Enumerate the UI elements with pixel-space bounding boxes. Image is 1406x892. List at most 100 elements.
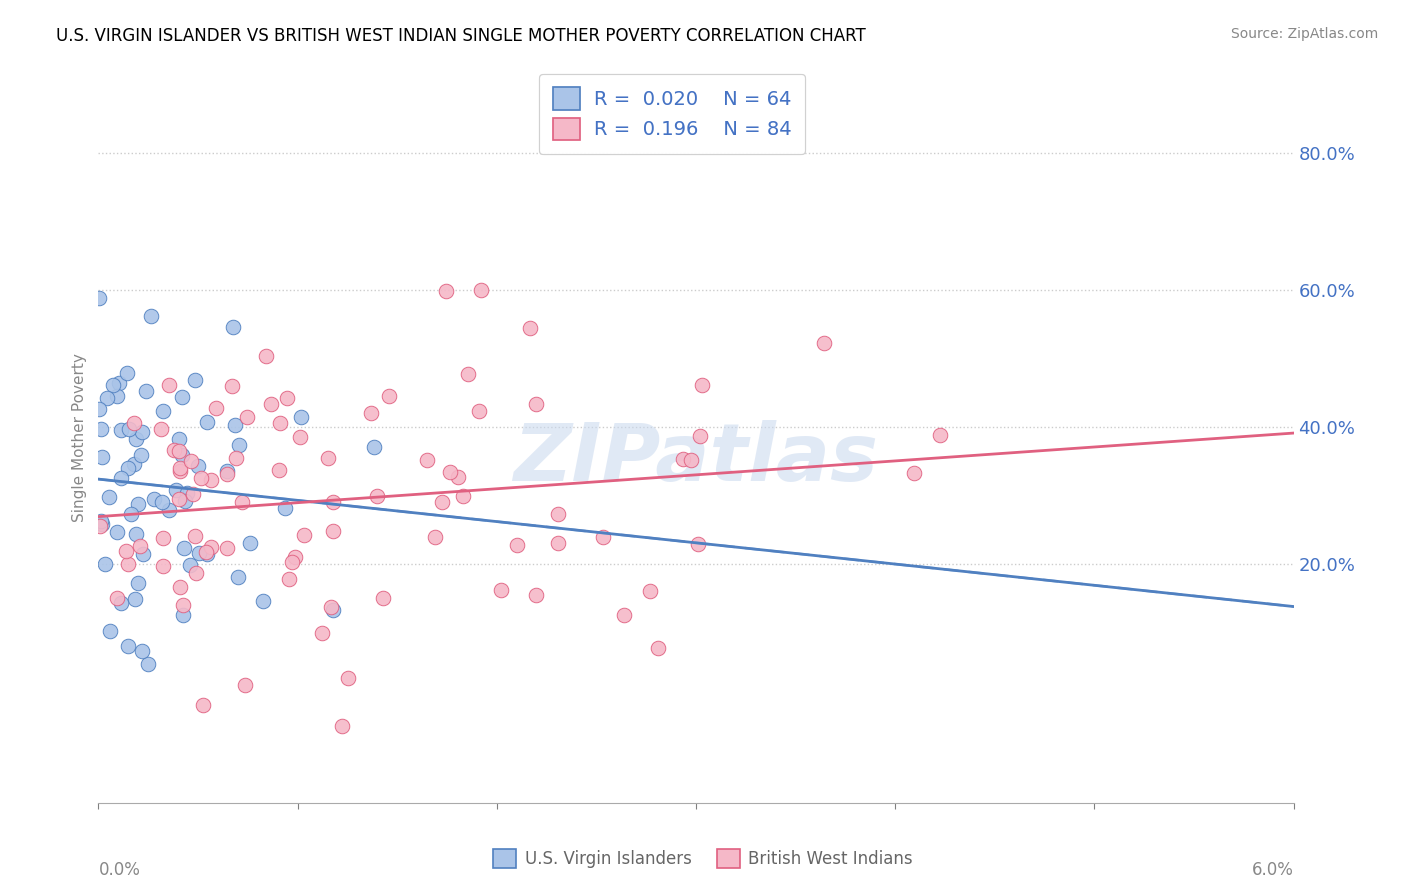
Point [284,549,307,564]
Point [110,471,132,485]
Point [125,527,148,541]
Point [173,541,195,555]
Point [215,467,238,482]
Point [96,391,118,405]
Y-axis label: Single Mother Poverty: Single Mother Poverty [72,352,87,522]
Point [319,599,342,614]
Point [191,698,214,712]
Point [276,391,298,405]
Point [236,409,259,424]
Point [150,494,173,508]
Point [131,448,153,462]
Point [97,490,120,504]
Point [686,537,709,551]
Point [157,502,180,516]
Point [124,592,146,607]
Point [152,404,174,418]
Point [274,501,297,516]
Point [117,557,139,571]
Point [373,591,395,605]
Point [222,319,245,334]
Point [117,640,139,654]
Point [233,678,256,692]
Point [136,657,159,671]
Point [200,473,222,487]
Legend: U.S. Virgin Islanders, British West Indians: U.S. Virgin Islanders, British West Indi… [486,842,920,875]
Point [157,378,180,392]
Point [221,379,243,393]
Point [524,397,547,411]
Point [195,416,218,430]
Point [292,528,315,542]
Point [179,558,201,572]
Point [139,310,162,324]
Point [281,555,304,569]
Point [167,491,190,506]
Point [124,432,146,446]
Point [169,460,191,475]
Point [195,547,218,561]
Point [928,427,950,442]
Point [336,671,359,685]
Point [118,422,141,436]
Point [224,417,246,432]
Point [228,438,250,452]
Point [470,283,492,297]
Point [547,508,569,522]
Point [252,594,274,608]
Point [813,335,835,350]
Point [107,525,129,540]
Point [468,404,491,418]
Point [679,453,702,467]
Point [671,452,693,467]
Text: ZIPatlas: ZIPatlas [513,420,879,498]
Point [120,507,142,521]
Point [188,546,211,560]
Point [547,535,569,549]
Point [903,466,925,480]
Point [127,498,149,512]
Point [225,450,247,465]
Point [90,422,112,436]
Point [165,483,187,497]
Point [217,541,239,555]
Point [187,458,209,473]
Point [169,464,191,478]
Point [689,429,711,443]
Point [114,543,136,558]
Point [360,406,382,420]
Point [434,284,457,298]
Point [176,486,198,500]
Point [143,491,166,506]
Point [90,514,112,528]
Point [195,545,218,559]
Point [269,463,291,477]
Point [447,470,470,484]
Text: U.S. VIRGIN ISLANDER VS BRITISH WEST INDIAN SINGLE MOTHER POVERTY CORRELATION CH: U.S. VIRGIN ISLANDER VS BRITISH WEST IND… [56,27,866,45]
Point [190,470,212,484]
Point [94,557,117,571]
Point [423,530,446,544]
Point [181,487,204,501]
Point [87,291,110,305]
Point [117,461,139,475]
Legend: R =  0.020    N = 64, R =  0.196    N = 84: R = 0.020 N = 64, R = 0.196 N = 84 [540,74,804,153]
Point [269,417,291,431]
Point [231,495,253,509]
Point [169,580,191,594]
Point [100,624,122,639]
Point [150,422,173,436]
Point [105,389,128,403]
Point [290,409,312,424]
Point [613,608,636,623]
Point [690,377,713,392]
Point [131,644,153,658]
Point [169,432,191,446]
Point [135,384,157,399]
Point [519,321,541,335]
Point [172,607,194,622]
Point [200,540,222,554]
Point [416,453,439,467]
Point [439,466,461,480]
Point [215,464,238,478]
